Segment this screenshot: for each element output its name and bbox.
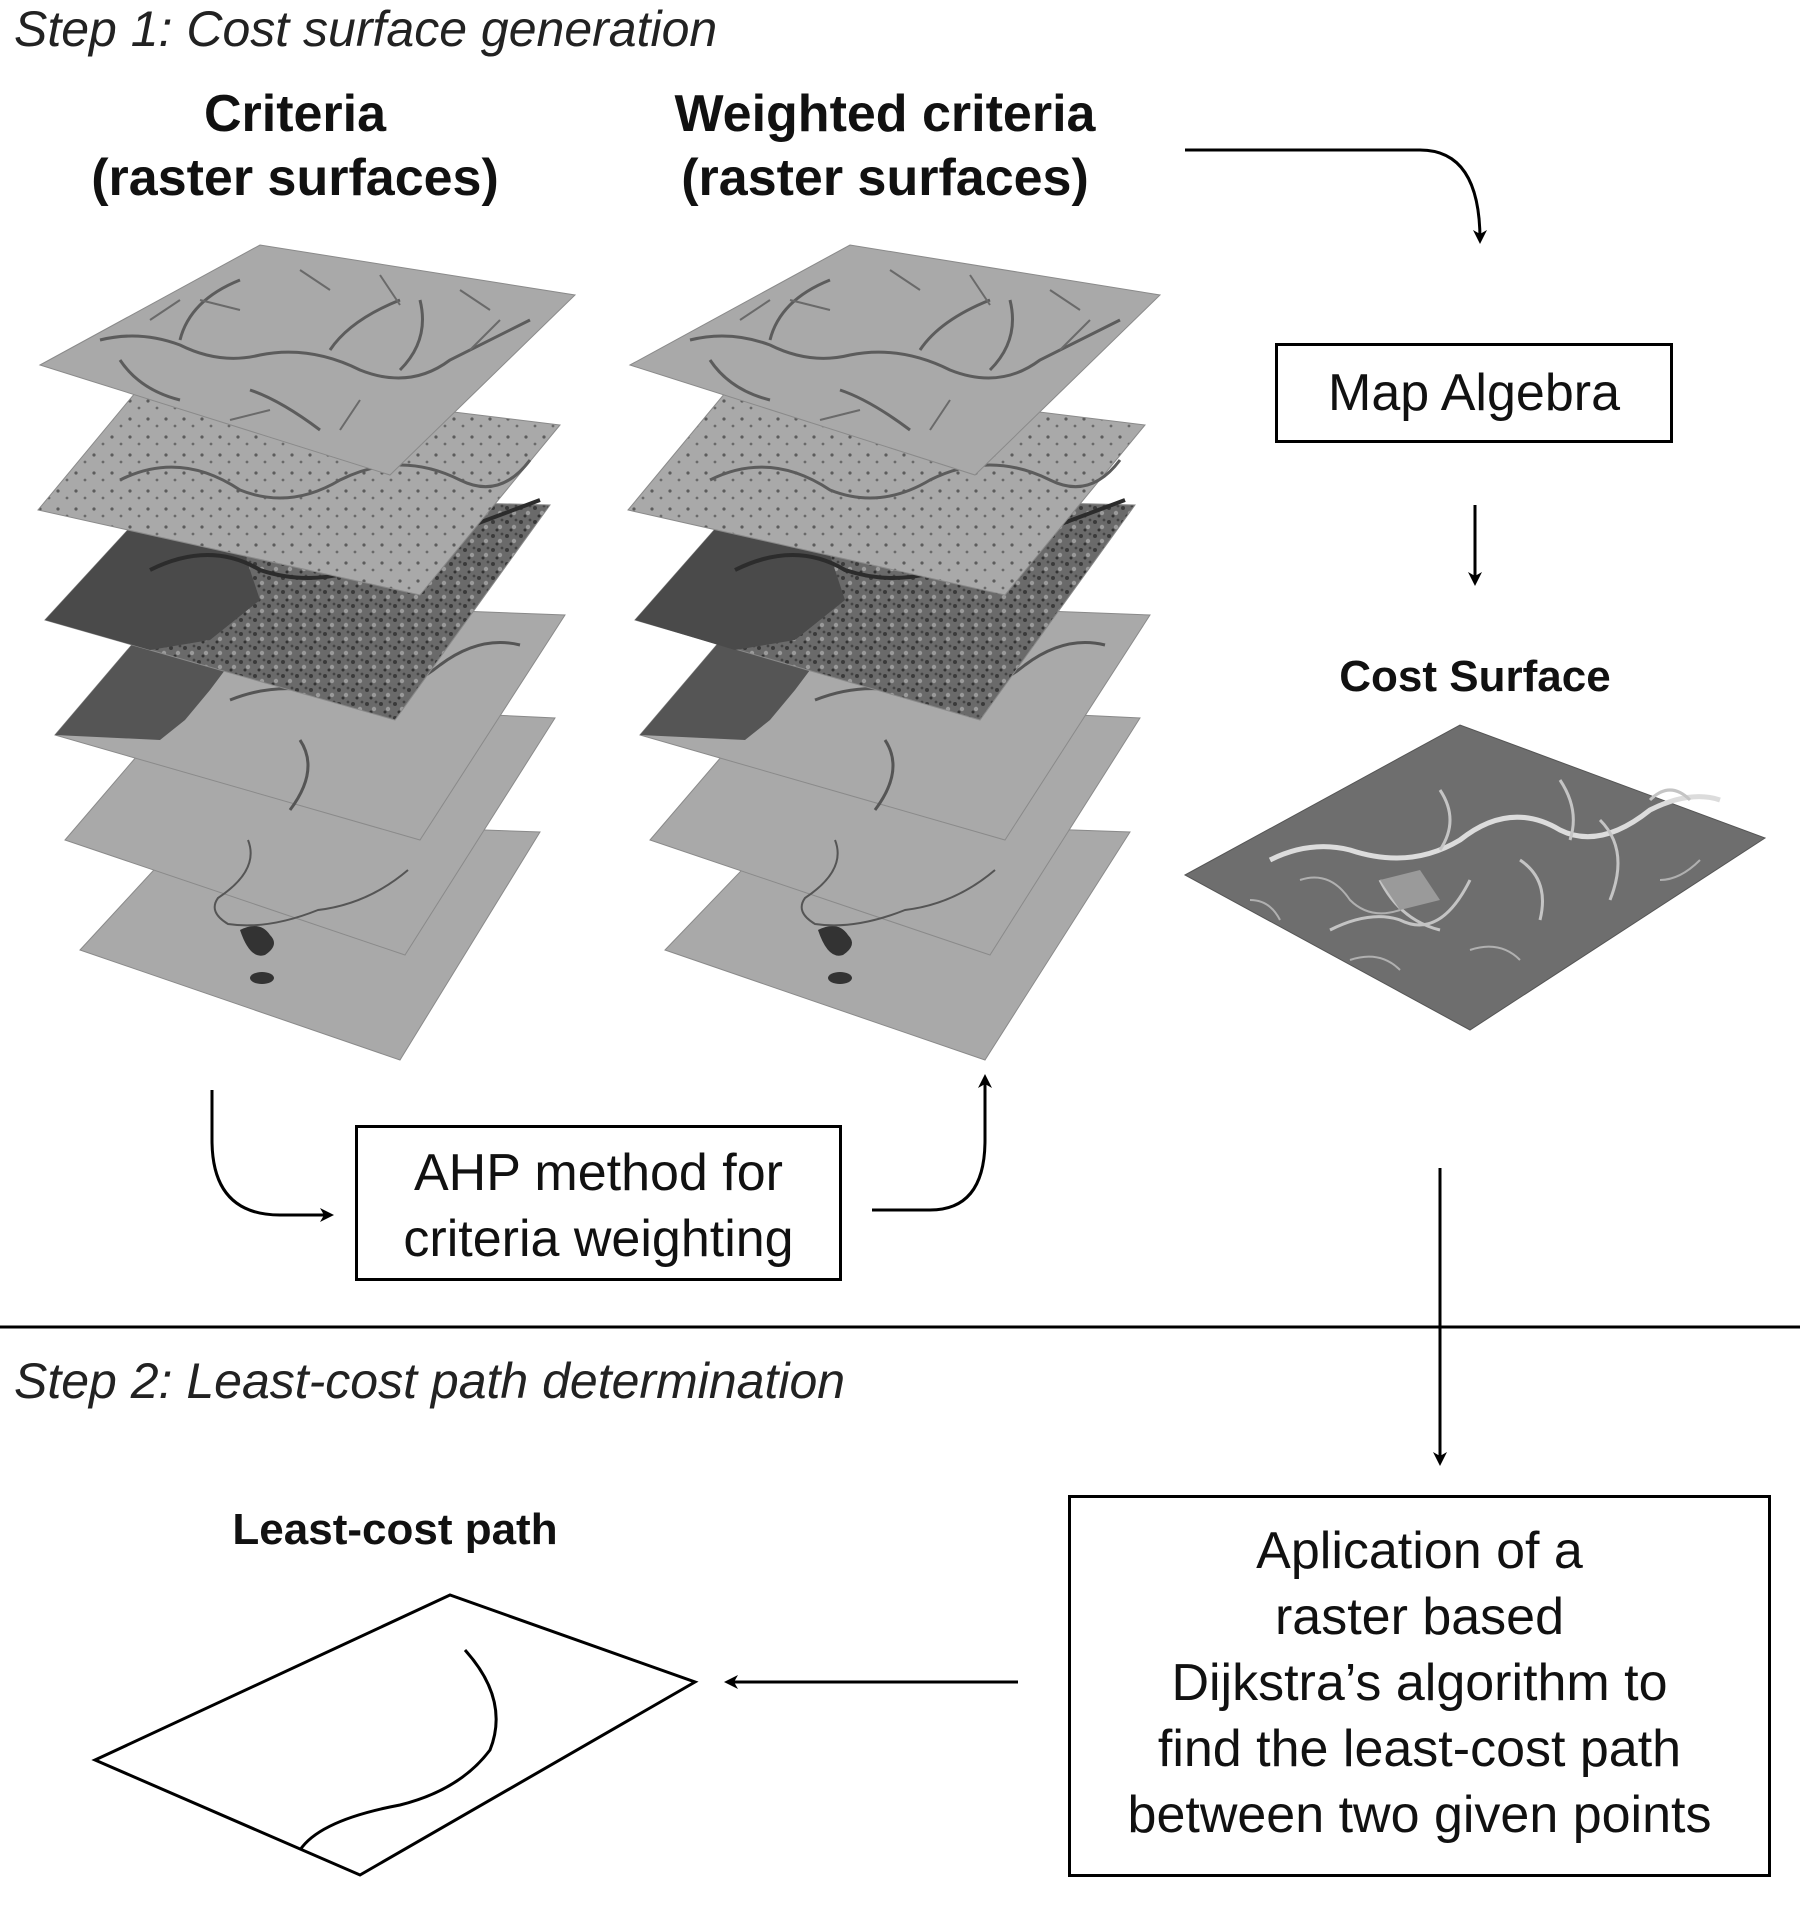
- least-cost-path-line: [298, 1648, 498, 1851]
- weighted-heading-line1: Weighted criteria: [674, 85, 1096, 143]
- arrow-criteria-to-ahp: [210, 1090, 334, 1222]
- step2-title: Step 2: Least-cost path determination: [14, 1353, 846, 1409]
- criteria-column-heading: Criteria (raster surfaces): [40, 82, 550, 210]
- map-algebra-label: Map Algebra: [1328, 364, 1620, 422]
- dijkstra-box-line5: between two given points: [1127, 1786, 1712, 1844]
- ahp-box-line2: criteria weighting: [403, 1210, 794, 1268]
- dijkstra-algorithm-box: Aplication of a raster based Dijkstra’s …: [1068, 1495, 1771, 1877]
- criteria-layer-1: [38, 244, 577, 476]
- criteria-heading-line2: (raster surfaces): [91, 149, 499, 207]
- dijkstra-box-line3: Dijkstra’s algorithm to: [1171, 1654, 1668, 1712]
- step1-title: Step 1: Cost surface generation: [14, 1, 718, 57]
- least-cost-path-plane: [91, 1593, 699, 1877]
- weighted-heading-line2: (raster surfaces): [681, 149, 1089, 207]
- ahp-method-box: AHP method for criteria weighting: [355, 1125, 842, 1281]
- weighted-raster-stack: [627, 244, 1162, 1061]
- weighted-layer-1: [628, 244, 1162, 476]
- criteria-raster-stack: [37, 244, 577, 1061]
- cost-surface-label: Cost Surface: [1339, 652, 1611, 701]
- ahp-box-line1: AHP method for: [413, 1144, 783, 1202]
- map-algebra-box: Map Algebra: [1275, 343, 1673, 443]
- dijkstra-box-line1: Aplication of a: [1256, 1522, 1583, 1580]
- least-cost-path-label: Least-cost path: [232, 1505, 558, 1554]
- arrow-weighted-to-map-algebra: [1185, 148, 1487, 244]
- criteria-heading-line1: Criteria: [203, 85, 387, 143]
- weighted-column-heading: Weighted criteria (raster surfaces): [620, 82, 1150, 210]
- dijkstra-box-line4: find the least-cost path: [1157, 1720, 1682, 1778]
- dijkstra-box-line2: raster based: [1274, 1588, 1565, 1646]
- arrow-ahp-to-weighted: [872, 1074, 992, 1212]
- cost-surface-raster: [1183, 724, 1767, 1031]
